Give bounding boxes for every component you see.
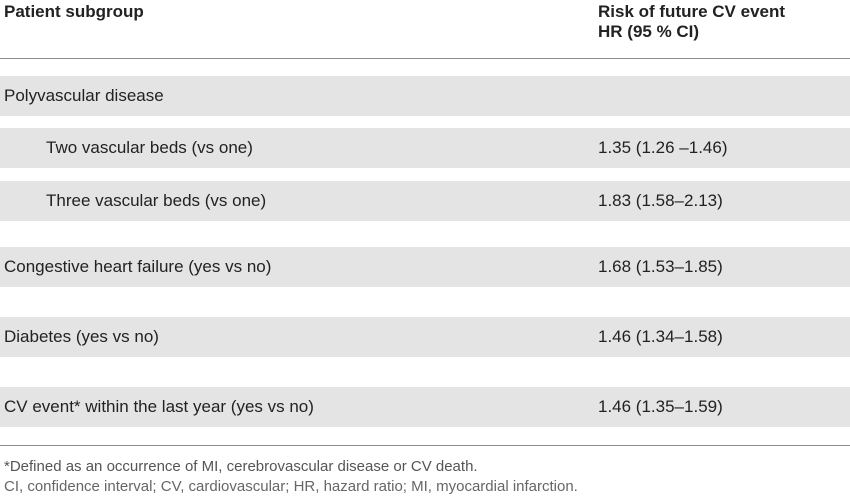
column-header-risk: Risk of future CV event HR (95 % CI) [598,2,785,42]
table-row: CV event* within the last year (yes vs n… [0,387,850,427]
row-value: 1.68 (1.53–1.85) [598,257,723,276]
table-header: Patient subgroup Risk of future CV event… [0,0,850,59]
footnote-asterisk: *Defined as an occurrence of MI, cerebro… [4,458,478,475]
row-label: Polyvascular disease [4,86,164,105]
row-label: Congestive heart failure (yes vs no) [4,257,272,276]
column-header-risk-line2: HR (95 % CI) [598,22,700,41]
row-value: 1.46 (1.34–1.58) [598,327,723,346]
row-value: 1.83 (1.58–2.13) [598,191,723,210]
table-row: Polyvascular disease [0,76,850,116]
footnote-abbreviations: CI, confidence interval; CV, cardiovascu… [4,478,578,495]
table-row: Two vascular beds (vs one) 1.35 (1.26 –1… [0,128,850,168]
table-row: Three vascular beds (vs one) 1.83 (1.58–… [0,181,850,221]
row-label: Two vascular beds (vs one) [46,138,253,157]
row-value: 1.46 (1.35–1.59) [598,397,723,416]
column-header-risk-line1: Risk of future CV event [598,2,786,21]
table-row: Diabetes (yes vs no) 1.46 (1.34–1.58) [0,317,850,357]
table-row: Congestive heart failure (yes vs no) 1.6… [0,247,850,287]
footnote-divider [0,445,850,446]
row-label: CV event* within the last year (yes vs n… [4,397,314,416]
column-header-patient-subgroup: Patient subgroup [4,2,144,21]
row-label: Three vascular beds (vs one) [46,191,267,210]
row-value: 1.35 (1.26 –1.46) [598,138,728,157]
row-label: Diabetes (yes vs no) [4,327,159,346]
